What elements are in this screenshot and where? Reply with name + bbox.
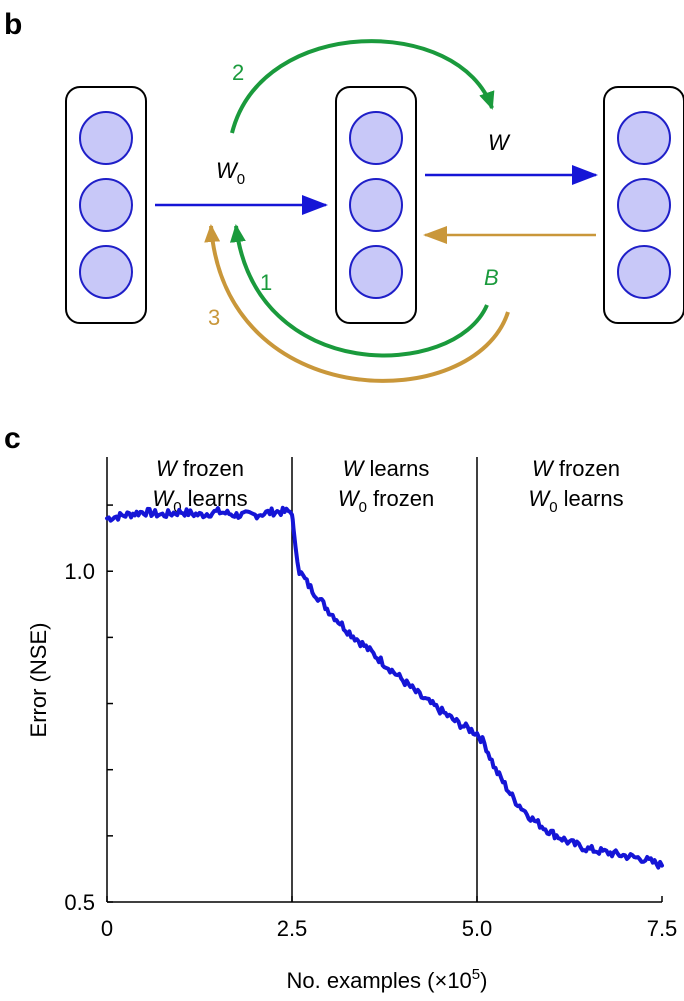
arc-step-1 bbox=[229, 224, 489, 358]
x-ticks: 0 2.5 5.0 7.5 bbox=[101, 896, 677, 941]
neuron bbox=[617, 245, 671, 299]
y-tick-label: 1.0 bbox=[64, 559, 95, 584]
neuron bbox=[617, 178, 671, 232]
y-tick-label: 0.5 bbox=[64, 890, 95, 915]
neuron bbox=[79, 178, 133, 232]
neuron bbox=[349, 245, 403, 299]
neuron bbox=[349, 111, 403, 165]
arc-step-3 bbox=[204, 224, 510, 383]
w0-label: W0 bbox=[216, 158, 245, 188]
error-curve bbox=[105, 505, 664, 870]
panel-b-letter: b bbox=[4, 8, 22, 41]
x-tick-label: 5.0 bbox=[462, 916, 493, 941]
output-layer bbox=[603, 86, 684, 324]
phase-3-line-1: W frozen bbox=[532, 456, 620, 481]
phase-label-1: W frozen W0 learns bbox=[152, 456, 247, 516]
hidden-layer bbox=[335, 86, 417, 324]
x-tick-label: 2.5 bbox=[277, 916, 308, 941]
neuron bbox=[349, 178, 403, 232]
neuron bbox=[79, 245, 133, 299]
arc-step-2 bbox=[230, 39, 495, 134]
panel-c-letter: c bbox=[4, 422, 21, 455]
y-ticks: 0.5 1.0 bbox=[64, 504, 113, 915]
phase-3-line-2: W0 learns bbox=[528, 486, 623, 516]
w-label: W bbox=[488, 130, 511, 155]
step-3-label: 3 bbox=[208, 305, 220, 330]
input-layer-box bbox=[65, 86, 147, 324]
step-1-label: 1 bbox=[260, 270, 272, 295]
x-tick-label: 7.5 bbox=[647, 916, 678, 941]
b-label: B bbox=[484, 265, 499, 290]
phase-1-line-1: W frozen bbox=[156, 456, 244, 481]
hidden-layer-box bbox=[335, 86, 417, 324]
phase-2-line-1: W learns bbox=[343, 456, 430, 481]
y-axis-label: Error (NSE) bbox=[26, 623, 51, 738]
input-layer bbox=[65, 86, 147, 324]
x-axis-label: No. examples (×105) bbox=[287, 966, 488, 993]
phase-label-3: W frozen W0 learns bbox=[528, 456, 623, 516]
phase-2-line-2: W0 frozen bbox=[338, 486, 434, 516]
x-tick-label: 0 bbox=[101, 916, 113, 941]
step-2-label: 2 bbox=[232, 60, 244, 85]
output-layer-box bbox=[603, 86, 684, 324]
neuron bbox=[617, 111, 671, 165]
phase-label-2: W learns W0 frozen bbox=[338, 456, 434, 516]
phase-1-line-2: W0 learns bbox=[152, 486, 247, 516]
neuron bbox=[79, 111, 133, 165]
